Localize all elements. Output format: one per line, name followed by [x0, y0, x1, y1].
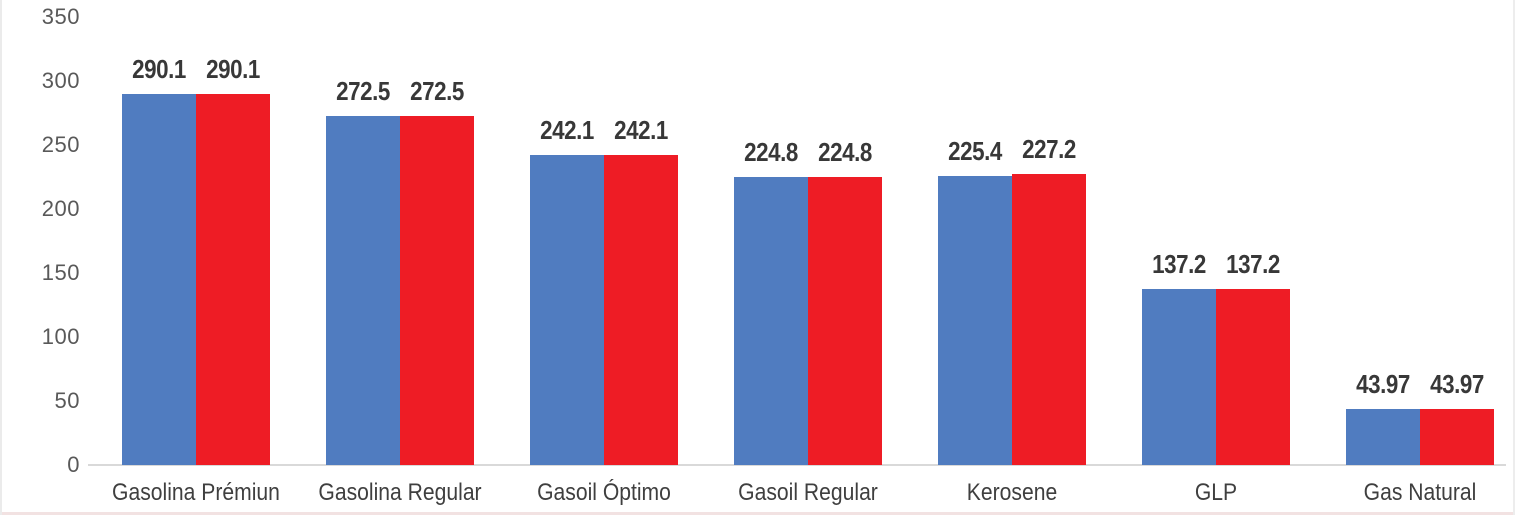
y-axis-tick-label: 200 [41, 196, 80, 221]
category-label: Gasolina Regular [318, 479, 482, 506]
y-axis-tick-label: 250 [41, 132, 80, 157]
bar-value-label: 137.2 [1226, 249, 1280, 279]
y-axis-tick-label: 100 [41, 324, 80, 349]
bar-value-label: 290.1 [132, 54, 186, 84]
bottom-edge-strip [2, 512, 1513, 515]
y-axis-tick-label: 50 [54, 388, 80, 413]
y-axis-tick-label: 150 [41, 260, 80, 285]
bar-value-label: 137.2 [1152, 249, 1206, 279]
bar-value-label: 227.2 [1022, 134, 1076, 164]
bar-value-label: 43.97 [1356, 369, 1410, 399]
bar-value-label: 272.5 [410, 76, 464, 106]
bar-red-series-5 [1216, 289, 1290, 465]
category-label: Gas Natural [1363, 479, 1477, 506]
bar-value-label: 225.4 [948, 136, 1002, 166]
bar-red-series-1 [400, 116, 474, 465]
category-label: Gasoil Regular [738, 479, 878, 506]
bar-value-label: 272.5 [336, 76, 390, 106]
x-axis-line [88, 464, 1506, 466]
bar-value-label: 242.1 [614, 115, 668, 145]
bar-value-label: 224.8 [818, 137, 872, 167]
y-axis-tick-label: 300 [41, 68, 80, 93]
bar-red-series-6 [1420, 409, 1494, 465]
y-axis-tick-label: 0 [67, 452, 80, 477]
bar-blue-series-6 [1346, 409, 1420, 465]
bar-red-series-0 [196, 94, 270, 465]
category-label: Kerosene [966, 479, 1058, 506]
category-label: Gasolina Prémiun [112, 479, 280, 506]
category-label: GLP [1194, 479, 1238, 506]
bar-value-label: 43.97 [1430, 369, 1484, 399]
bar-red-series-2 [604, 155, 678, 465]
bar-blue-series-0 [122, 94, 196, 465]
bar-red-series-4 [1012, 174, 1086, 465]
bar-blue-series-4 [938, 176, 1012, 465]
category-label: Gasoil Óptimo [537, 479, 671, 506]
bar-value-label: 290.1 [206, 54, 260, 84]
bar-blue-series-2 [530, 155, 604, 465]
bar-value-label: 224.8 [744, 137, 798, 167]
bar-blue-series-5 [1142, 289, 1216, 465]
bar-blue-series-1 [326, 116, 400, 465]
y-axis-tick-label: 350 [41, 4, 80, 29]
bar-value-label: 242.1 [540, 115, 594, 145]
bar-blue-series-3 [734, 177, 808, 465]
bar-red-series-3 [808, 177, 882, 465]
